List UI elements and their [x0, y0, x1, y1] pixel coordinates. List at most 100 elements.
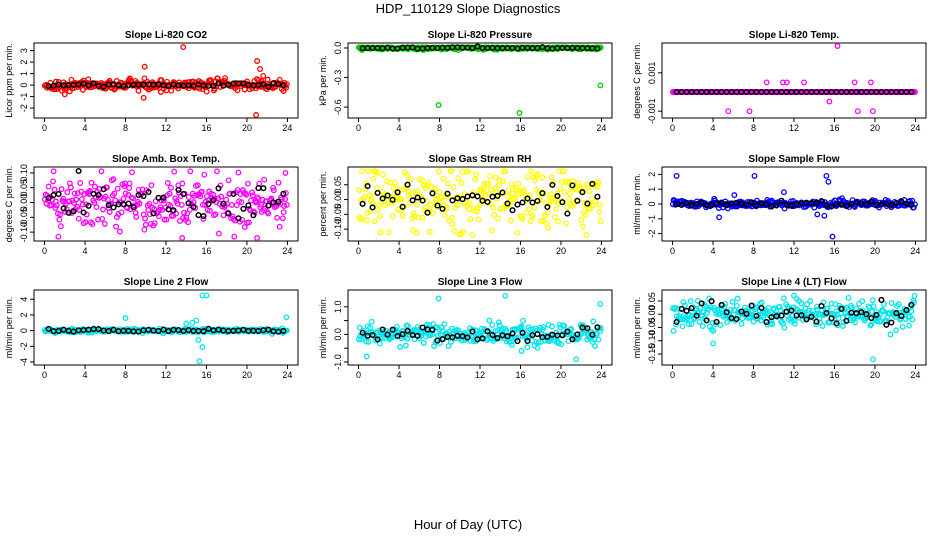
data-point	[508, 217, 515, 224]
hourly-point	[359, 200, 366, 207]
data-point	[494, 327, 501, 334]
outlier-point	[834, 43, 841, 49]
data-point	[486, 317, 493, 324]
hourly-point	[210, 83, 217, 90]
data-point	[227, 190, 233, 197]
hourly-point	[120, 201, 127, 208]
hourly-point	[384, 192, 391, 199]
outlier-point	[61, 91, 68, 98]
x-tick-label: 12	[161, 123, 171, 133]
data-point	[495, 215, 501, 222]
data-point	[282, 196, 289, 203]
data-point	[845, 294, 852, 301]
outlier-point	[825, 178, 832, 185]
data-point	[734, 295, 741, 302]
data-point	[185, 194, 192, 201]
x-tick-label: 0	[356, 123, 361, 133]
hourly-point	[240, 205, 247, 212]
data-point	[780, 295, 787, 302]
hourly-point	[574, 197, 581, 204]
data-point	[427, 201, 434, 208]
y-tick-label: 0	[19, 83, 29, 88]
data-point	[87, 188, 93, 194]
data-point	[87, 219, 94, 226]
hourly-point	[424, 209, 431, 216]
data-points	[41, 168, 290, 240]
data-point	[495, 319, 502, 326]
data-point	[503, 328, 510, 334]
y-tick-label: -1	[647, 215, 657, 223]
data-point	[868, 321, 875, 328]
data-point	[545, 224, 552, 231]
hourly-point	[160, 326, 167, 333]
hourly-point	[389, 326, 396, 333]
hourly-point	[145, 188, 152, 196]
hourly-point	[245, 202, 252, 209]
y-tick-label: -0.001	[647, 98, 657, 124]
hourly-point	[95, 191, 102, 198]
data-point	[281, 203, 288, 209]
data-point	[582, 211, 589, 218]
x-tick-label: 8	[437, 246, 442, 256]
data-point	[470, 189, 477, 196]
data-point	[700, 309, 707, 316]
data-point	[549, 323, 556, 330]
x-tick-label: 8	[123, 370, 128, 380]
hourly-point	[175, 186, 182, 193]
x-tick-label: 4	[711, 246, 716, 256]
data-point	[729, 298, 736, 305]
data-point	[161, 216, 168, 223]
data-point	[440, 175, 447, 182]
y-tick-label: -1.0	[333, 354, 343, 370]
hourly-point	[723, 202, 730, 209]
data-point	[828, 300, 835, 307]
x-tick-label: 20	[556, 123, 566, 133]
x-tick-label: 4	[83, 370, 88, 380]
hourly-point	[404, 327, 411, 334]
outlier-point	[583, 232, 590, 239]
y-tick-label: -0.05	[647, 317, 657, 338]
data-point	[218, 193, 225, 200]
y-tick-label: 0.0	[333, 42, 343, 55]
hourly-point	[464, 193, 471, 200]
data-point	[798, 300, 805, 307]
y-tick-label: 0.00	[333, 191, 343, 209]
hourly-point	[873, 311, 880, 318]
x-tick-label: 20	[870, 370, 880, 380]
hourly-point	[908, 301, 915, 308]
outlier-point	[363, 353, 370, 360]
data-point	[448, 168, 455, 175]
data-point	[136, 200, 143, 207]
data-point	[199, 201, 206, 208]
data-point	[507, 338, 514, 345]
hourly-point	[569, 336, 576, 343]
outlier-point	[763, 79, 770, 86]
outlier-point	[183, 320, 190, 327]
y-tick-label: 3	[19, 48, 29, 53]
hourly-point	[494, 192, 501, 199]
hourly-point	[190, 203, 197, 210]
data-point	[586, 188, 593, 194]
data-point	[50, 178, 56, 185]
data-point	[578, 216, 585, 223]
data-point	[485, 180, 492, 187]
data-point	[425, 179, 432, 186]
data-point	[441, 321, 448, 328]
data-point	[116, 228, 123, 235]
x-tick-label: 4	[83, 246, 88, 256]
data-point	[687, 298, 694, 305]
hourly-point	[753, 202, 760, 209]
data-point	[491, 211, 498, 218]
panel-4: Slope Amb. Box Temp. 0 4 8 12 16 20 24 -0.10-0.0…	[4, 154, 299, 256]
hourly-point	[683, 199, 690, 206]
hourly-point	[833, 320, 840, 327]
data-point	[359, 168, 365, 175]
data-point	[234, 87, 241, 94]
hourly-point	[374, 189, 381, 196]
data-point	[534, 171, 541, 177]
hourly-point	[544, 333, 551, 340]
data-point	[373, 184, 380, 191]
y-tick-label: -1	[19, 93, 29, 101]
outlier-point	[823, 172, 830, 179]
hourly-point	[778, 197, 785, 204]
